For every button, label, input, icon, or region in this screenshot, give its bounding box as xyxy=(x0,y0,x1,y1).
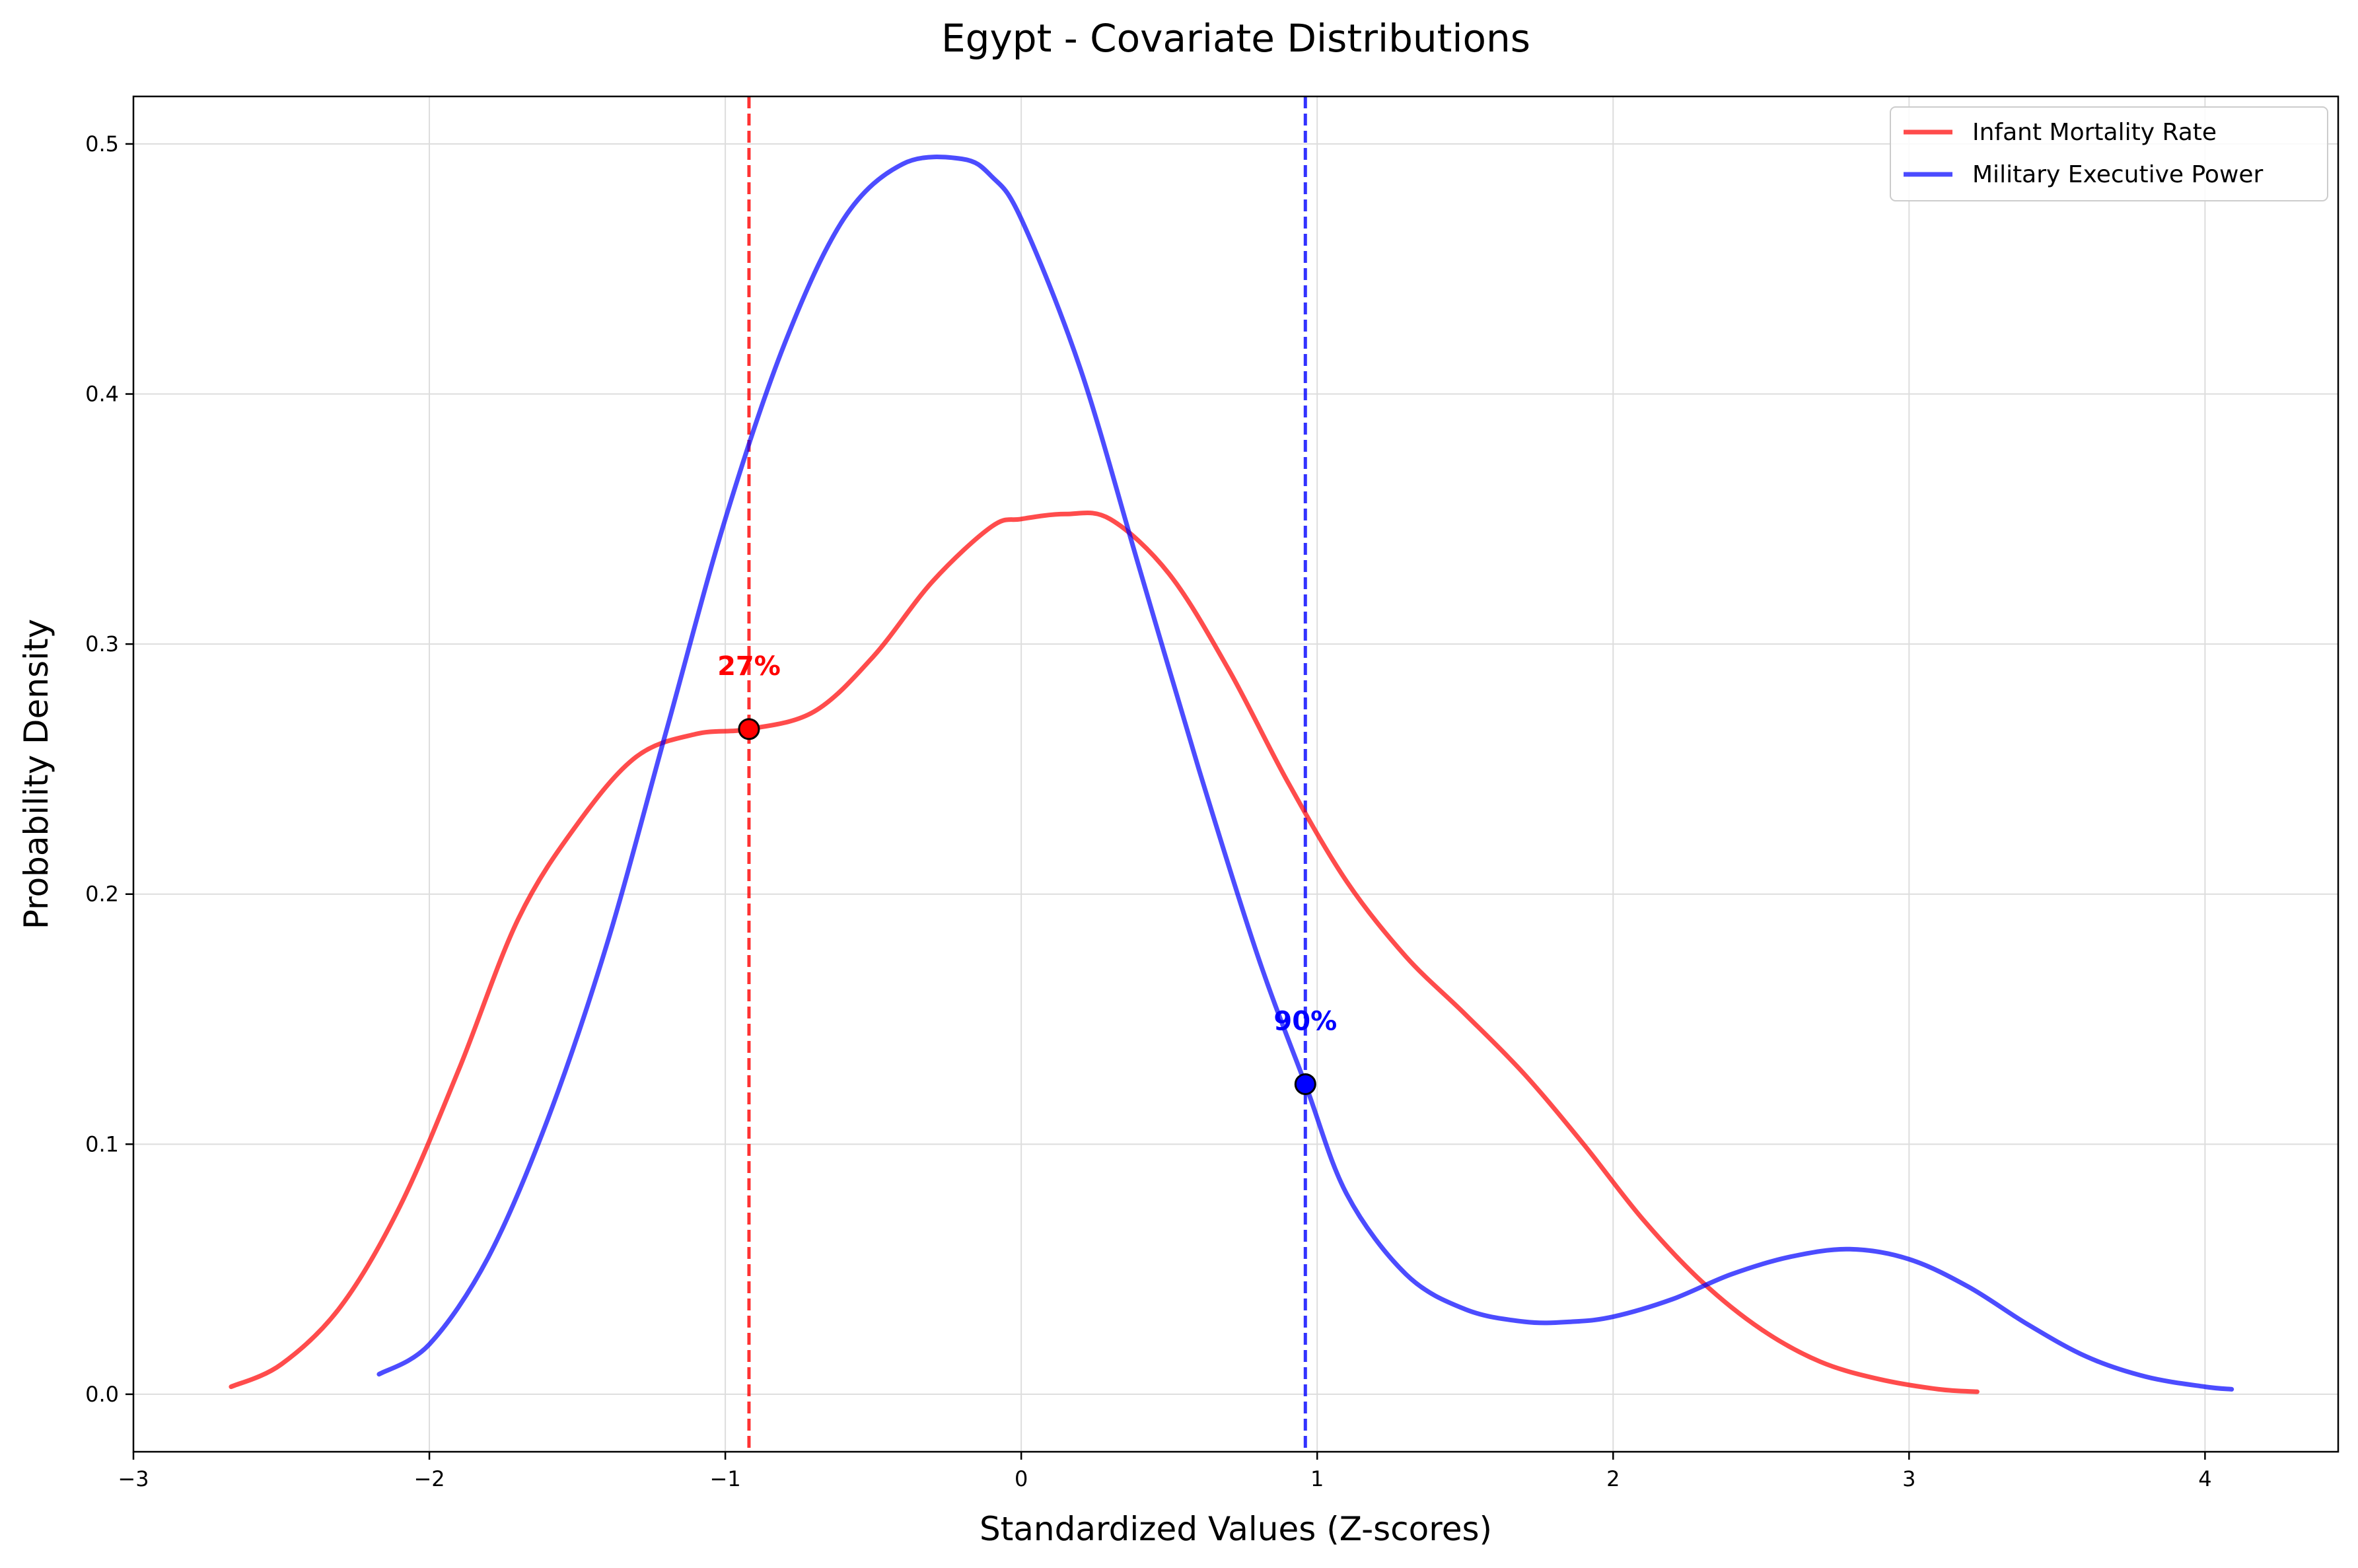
x-axis-title: Standardized Values (Z-scores) xyxy=(980,1510,1492,1548)
y-tick-label: 0.4 xyxy=(85,382,119,407)
series-line-1 xyxy=(376,155,2234,1392)
y-tick-label: 0.3 xyxy=(85,631,119,657)
x-tick-label: 3 xyxy=(1902,1466,1915,1491)
axis-ticks: −3 −2 −1 0 1 2 3 4 0.0 0.1 0.2 0.3 0.4 0.5 xyxy=(85,131,2211,1491)
legend-label-0: Infant Mortality Rate xyxy=(1972,119,2217,146)
point-marker-1 xyxy=(1294,1073,1316,1095)
point-label-1: 90% xyxy=(1273,1006,1337,1036)
reference-lines xyxy=(747,96,1307,1452)
x-tick-label: 4 xyxy=(2198,1466,2211,1491)
point-label-0: 27% xyxy=(717,651,781,682)
chart-title: Egypt - Covariate Distributions xyxy=(941,16,1530,61)
y-tick-label: 0.1 xyxy=(85,1131,119,1157)
point-marker-0 xyxy=(738,718,760,740)
legend-label-1: Military Executive Power xyxy=(1972,161,2264,188)
x-tick-label: −2 xyxy=(413,1466,445,1491)
y-tick-label: 0.2 xyxy=(85,882,119,907)
y-tick-label: 0.5 xyxy=(85,131,119,157)
series-lines xyxy=(229,155,2234,1394)
legend-box xyxy=(1890,106,2328,201)
point-markers: 27% 90% xyxy=(717,651,1337,1095)
y-axis-title: Probability Density xyxy=(17,619,55,929)
y-tick-label: 0.0 xyxy=(85,1382,119,1407)
x-tick-label: 0 xyxy=(1015,1466,1028,1491)
x-tick-label: 1 xyxy=(1310,1466,1324,1491)
series-line-0 xyxy=(229,510,1980,1394)
plot-frame xyxy=(132,95,2340,1453)
x-tick-label: −1 xyxy=(710,1466,741,1491)
legend: Infant Mortality Rate Military Executive … xyxy=(1890,106,2328,201)
x-tick-label: 2 xyxy=(1606,1466,1620,1491)
x-tick-label: −3 xyxy=(118,1466,149,1491)
